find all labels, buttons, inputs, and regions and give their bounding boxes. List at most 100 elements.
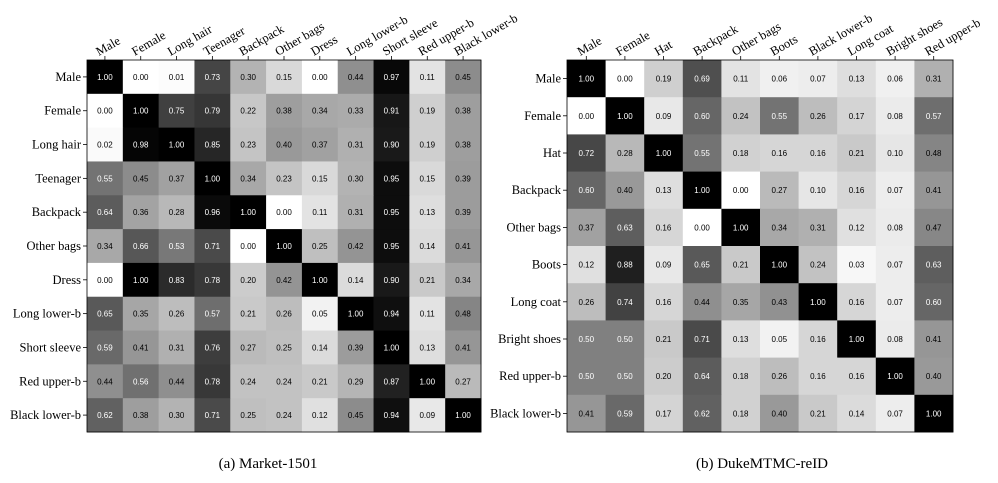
cell-bright-shoes-red-upper-b <box>914 320 954 358</box>
cell-value-long-coat-hat: 0.16 <box>656 298 672 307</box>
column-label-female: Female <box>129 28 168 59</box>
cell-black-lower-b-bright-shoes <box>875 394 915 433</box>
cell-short-sleeve-dress <box>301 330 339 365</box>
cell-red-upper-b-black-lower-b <box>445 364 482 399</box>
cell-teenager-red-upper-b <box>409 161 446 196</box>
cell-other-bags-long-lower-b <box>337 229 374 264</box>
cell-value-backpack-other-bags: 0.00 <box>276 208 292 217</box>
cell-value-male-male: 1.00 <box>579 75 595 84</box>
cell-black-lower-b-male <box>567 394 606 433</box>
cell-value-other-bags-male: 0.34 <box>97 242 113 251</box>
cell-male-male <box>87 60 124 95</box>
column-label-male: Male <box>575 33 605 58</box>
row-label-teenager: Teenager <box>35 171 81 185</box>
cell-value-dress-long-lower-b: 0.14 <box>348 276 364 285</box>
cell-other-bags-dress <box>301 229 339 264</box>
cell-value-long-coat-red-upper-b: 0.60 <box>926 298 942 307</box>
cell-value-black-lower-b-hat: 0.17 <box>656 409 672 418</box>
cell-boots-bright-shoes <box>875 246 915 284</box>
cell-value-other-bags-long-coat: 0.12 <box>849 223 865 232</box>
cell-value-backpack-boots: 0.27 <box>772 186 788 195</box>
cell-red-upper-b-backpack <box>230 364 267 399</box>
cell-value-long-lower-b-teenager: 0.57 <box>205 310 221 319</box>
cell-male-female <box>605 60 645 98</box>
cell-value-female-red-upper-b: 0.19 <box>419 107 435 116</box>
row-label-backpack: Backpack <box>32 205 82 219</box>
cell-bright-shoes-backpack <box>682 320 722 358</box>
row-label-long-coat: Long coat <box>511 295 562 309</box>
cell-female-red-upper-b <box>914 97 954 135</box>
cell-value-red-upper-b-teenager: 0.78 <box>205 377 221 386</box>
cell-value-red-upper-b-black-lower-b: 0.16 <box>810 372 826 381</box>
cell-other-bags-teenager <box>194 229 231 264</box>
cell-short-sleeve-long-lower-b <box>337 330 374 365</box>
cell-value-long-hair-male: 0.02 <box>97 141 113 150</box>
cell-red-upper-b-long-lower-b <box>337 364 374 399</box>
cell-value-red-upper-b-short-sleeve: 0.87 <box>384 377 400 386</box>
cell-value-red-upper-b-other-bags: 0.18 <box>733 372 749 381</box>
cell-value-long-lower-b-short-sleeve: 0.94 <box>384 310 400 319</box>
cell-value-dress-short-sleeve: 0.90 <box>384 276 400 285</box>
cell-male-boots <box>760 60 799 98</box>
cell-value-red-upper-b-long-hair: 0.44 <box>169 377 185 386</box>
cell-value-black-lower-b-backpack: 0.25 <box>240 411 256 420</box>
cell-long-hair-dress <box>301 127 339 162</box>
cell-male-red-upper-b <box>409 60 446 95</box>
cell-red-upper-b-short-sleeve <box>373 364 410 399</box>
cell-value-other-bags-hat: 0.16 <box>656 223 672 232</box>
cell-black-lower-b-female <box>605 394 645 433</box>
cell-dress-black-lower-b <box>445 262 482 298</box>
cell-backpack-bright-shoes <box>875 171 915 210</box>
cell-other-bags-boots <box>760 208 799 247</box>
cell-other-bags-bright-shoes <box>875 208 915 247</box>
cell-backpack-boots <box>760 171 799 210</box>
cell-value-backpack-dress: 0.11 <box>312 208 328 217</box>
cell-value-female-male: 0.00 <box>579 112 595 121</box>
cell-boots-long-coat <box>837 246 877 284</box>
cell-value-long-coat-backpack: 0.44 <box>694 298 710 307</box>
cell-short-sleeve-short-sleeve <box>373 330 410 365</box>
cell-value-short-sleeve-short-sleeve: 1.00 <box>384 343 400 352</box>
cell-value-short-sleeve-red-upper-b: 0.13 <box>419 343 435 352</box>
cell-male-long-lower-b <box>337 60 374 95</box>
column-label-male: Male <box>93 33 123 58</box>
cell-long-lower-b-female <box>122 296 160 331</box>
cell-value-female-long-lower-b: 0.33 <box>348 107 364 116</box>
cell-value-dress-male: 0.00 <box>97 276 113 285</box>
cell-long-hair-long-hair <box>158 127 195 162</box>
cell-short-sleeve-red-upper-b <box>409 330 446 365</box>
cell-value-female-other-bags: 0.24 <box>733 112 749 121</box>
cell-value-long-lower-b-long-hair: 0.26 <box>169 310 185 319</box>
row-label-male: Male <box>55 70 81 84</box>
cell-red-upper-b-male <box>87 364 124 399</box>
cell-boots-hat <box>644 246 684 284</box>
cell-dress-long-hair <box>158 262 195 298</box>
cell-bright-shoes-long-coat <box>837 320 877 358</box>
cell-value-teenager-short-sleeve: 0.95 <box>384 174 400 183</box>
cell-boots-black-lower-b <box>798 246 838 284</box>
cell-black-lower-b-long-coat <box>837 394 877 433</box>
cell-other-bags-long-coat <box>837 208 877 247</box>
cell-black-lower-b-backpack <box>682 394 722 433</box>
cell-value-bright-shoes-boots: 0.05 <box>772 335 788 344</box>
cell-female-female <box>605 97 645 135</box>
cell-value-long-lower-b-black-lower-b: 0.48 <box>455 310 471 319</box>
cell-value-red-upper-b-female: 0.56 <box>133 377 149 386</box>
cell-backpack-long-hair <box>158 195 195 230</box>
cell-female-black-lower-b <box>445 93 482 129</box>
cell-value-teenager-backpack: 0.34 <box>240 174 256 183</box>
cell-value-long-lower-b-other-bags: 0.26 <box>276 310 292 319</box>
cell-value-female-bright-shoes: 0.08 <box>887 112 903 121</box>
cell-value-backpack-long-coat: 0.16 <box>849 186 865 195</box>
cell-value-teenager-other-bags: 0.23 <box>276 174 292 183</box>
cell-male-hat <box>644 60 684 98</box>
cell-value-long-hair-red-upper-b: 0.19 <box>419 141 435 150</box>
cell-value-female-female: 1.00 <box>133 107 149 116</box>
cell-teenager-black-lower-b <box>445 161 482 196</box>
cell-hat-female <box>605 134 645 172</box>
cell-long-coat-female <box>605 283 645 321</box>
cell-value-backpack-backpack: 1.00 <box>694 186 710 195</box>
row-label-short-sleeve: Short sleeve <box>20 340 82 354</box>
cell-boots-boots <box>760 246 799 284</box>
cell-black-lower-b-short-sleeve <box>373 398 410 433</box>
